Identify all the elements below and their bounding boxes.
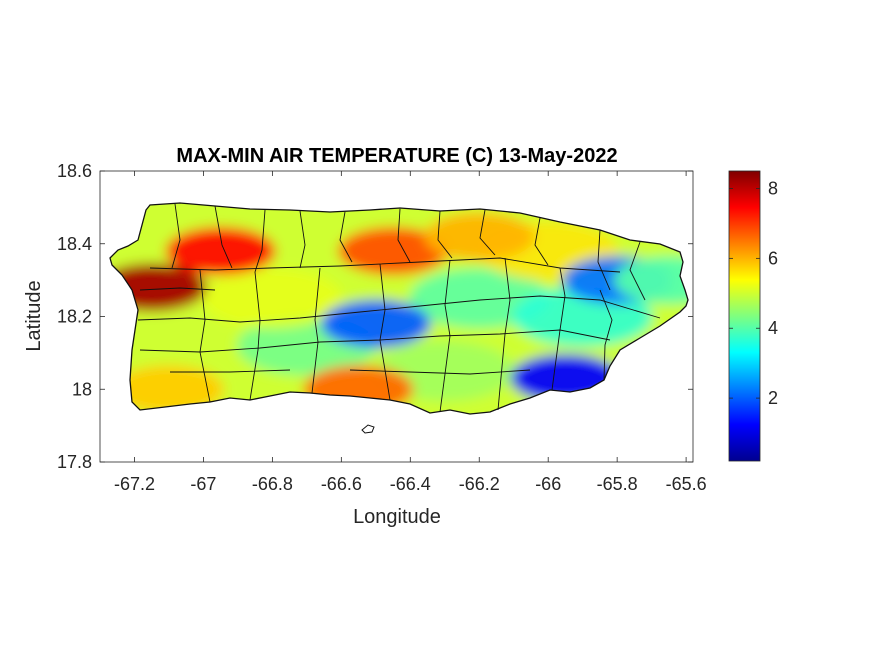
- y-axis-label: Latitude: [23, 280, 45, 351]
- municipality-border: [311, 267, 321, 394]
- municipality-borders: [137, 203, 661, 413]
- municipality-border: [397, 208, 411, 263]
- municipality-border: [137, 295, 661, 323]
- colorbar-tick-label: 2: [768, 388, 778, 408]
- caja-de-muertos-islet: [361, 424, 375, 434]
- x-tick-label: -66.2: [459, 474, 500, 494]
- x-tick-label: -65.6: [666, 474, 707, 494]
- colorbar: [728, 170, 761, 462]
- region-value: [113, 365, 224, 414]
- chart-title: MAX-MIN AIR TEMPERATURE (C) 13-May-2022: [176, 145, 617, 167]
- municipality-border: [249, 271, 261, 401]
- municipality-border: [551, 267, 566, 391]
- municipality-border: [199, 269, 211, 403]
- municipality-border: [534, 217, 549, 266]
- y-tick-label: 18.4: [57, 234, 92, 254]
- region-value: [165, 227, 276, 276]
- municipality-border: [379, 263, 391, 401]
- municipality-border: [479, 209, 496, 256]
- municipality-border: [629, 241, 646, 301]
- y-tick-label: 17.8: [57, 452, 92, 472]
- colorbar-ticks: 2 4 6 8: [729, 178, 778, 408]
- colorbar-tick-label: 4: [768, 318, 778, 338]
- municipality-border: [349, 369, 531, 375]
- field-patch: [202, 268, 343, 329]
- region-value: [613, 256, 688, 305]
- municipality-border: [339, 211, 353, 263]
- municipality-border: [214, 205, 233, 269]
- x-tick-label: -66.6: [321, 474, 362, 494]
- municipality-border: [139, 287, 216, 291]
- y-axis-ticks: 17.8 18 18.2 18.4 18.6: [57, 161, 693, 472]
- municipality-border: [599, 289, 613, 381]
- x-axis-label: Longitude: [353, 506, 441, 528]
- x-tick-label: -65.8: [597, 474, 638, 494]
- x-tick-label: -67: [190, 474, 216, 494]
- colorbar-tick-label: 6: [768, 248, 778, 268]
- y-tick-label: 18: [72, 379, 92, 399]
- x-tick-label: -67.2: [114, 474, 155, 494]
- y-tick-label: 18.2: [57, 307, 92, 327]
- temperature-field: [110, 203, 688, 414]
- municipality-border: [170, 369, 291, 373]
- region-value: [424, 212, 535, 261]
- municipality-border: [299, 210, 306, 269]
- colorbar-tick-label: 8: [768, 178, 778, 198]
- municipality-border: [254, 209, 266, 273]
- region-value: [338, 227, 449, 276]
- municipality-border: [439, 259, 451, 413]
- municipality-border: [171, 203, 181, 269]
- region-value: [320, 299, 431, 348]
- y-tick-label: 18.6: [57, 161, 92, 181]
- x-axis-ticks: -67.2 -67 -66.8 -66.6 -66.4 -66.2 -66 -65.8 -65.…: [114, 171, 707, 494]
- x-tick-label: -66.8: [252, 474, 293, 494]
- x-tick-label: -66: [535, 474, 561, 494]
- municipality-border: [597, 229, 611, 291]
- municipality-border: [437, 210, 453, 259]
- x-tick-label: -66.4: [390, 474, 431, 494]
